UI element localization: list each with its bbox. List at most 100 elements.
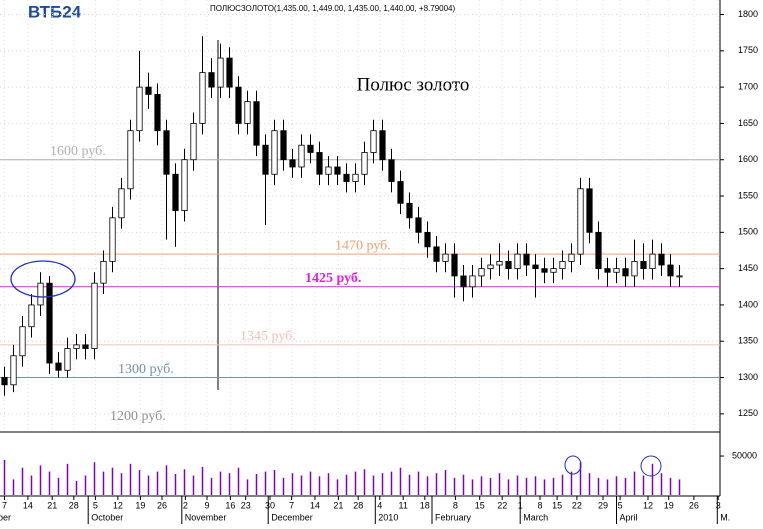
candle-body [514,253,521,270]
candle-body [37,282,44,306]
candle-body [532,264,539,270]
x-tick-label: 11 [399,500,408,510]
y-tick-label: 1800 [738,9,758,19]
y-tick-label: 1650 [738,118,758,128]
y-tick-label: 1750 [738,45,758,55]
y-tick-label: 1500 [738,227,758,237]
x-tick-label: 22 [497,500,507,510]
x-tick-label: 14 [310,500,320,510]
candle-body [577,188,584,255]
candle-body [460,275,467,288]
candle-body [379,130,386,161]
x-tick-label: 29 [598,500,608,510]
candle-body [217,57,224,88]
x-tick-label: 2 [183,500,188,510]
candle-body [100,260,107,284]
candle-body [622,268,629,277]
candle-body [262,144,269,175]
candle-body [253,101,260,146]
candle-body [91,282,98,349]
candle-body [190,123,197,161]
x-tick-label: 28 [69,500,79,510]
candle-body [343,173,350,182]
candle-body [271,130,278,175]
candle-body [199,72,206,124]
candle-body [235,86,242,124]
candle-body [649,253,656,270]
candle-body [631,260,638,277]
y-tick-label: 1350 [738,336,758,346]
level-label: 1200 руб. [110,409,166,424]
candle-body [154,93,161,132]
candle-body [325,166,332,175]
highlight-ellipse [640,455,662,477]
month-label: October [91,512,123,522]
x-tick-label: 18 [420,500,430,510]
candle-body [181,159,188,211]
month-label: March [523,512,548,522]
candle-body [172,173,179,211]
candle-body [307,144,314,153]
y-tick-label: 1550 [738,190,758,200]
candle-body [73,344,80,349]
x-tick-label: 5 [618,500,623,510]
candle-body [298,144,305,168]
candle-body [667,264,674,277]
y-tick-label: 1600 [738,154,758,164]
x-tick-label: 7 [289,500,294,510]
y-tick-label: 1700 [738,82,758,92]
x-tick-label: 7 [2,500,7,510]
x-tick-label: 3 [716,500,721,510]
candle-body [604,268,611,273]
month-label: September [0,512,11,522]
candle-body [586,188,593,233]
x-tick-label: 16 [225,500,235,510]
candle-body [208,72,215,88]
y-tick-label: 1250 [738,408,758,418]
candle-body [19,326,26,357]
candle-body [640,260,647,270]
candle-body [352,173,359,182]
candle-body [10,355,17,386]
candle-body [136,86,143,132]
candle-body [370,130,377,153]
level-label: 1600 руб. [50,144,106,159]
x-tick-label: 8 [537,500,542,510]
candle-body [289,159,296,168]
candle-body [109,217,116,262]
candle-body [523,253,530,266]
annotation: Полюс золото [357,74,470,95]
chart-title: ПОЛЮСЗОЛОТО(1,435.00, 1,449.00, 1,435.00… [210,4,456,13]
candle-body [280,130,287,161]
x-tick-label: 9 [204,500,209,510]
month-label: M. [720,512,730,522]
candle-body [451,253,458,277]
candle-body [469,275,476,288]
month-label: February [435,512,472,522]
candle-body [28,304,35,328]
candle-body [424,231,431,248]
candle-body [64,348,71,371]
candle-body [433,246,440,262]
x-tick-label: 22 [572,500,582,510]
candle-body [316,152,323,175]
highlight-ellipse [564,455,582,475]
candle-body [478,268,485,277]
x-tick-label: 19 [664,500,674,510]
level-label: 1300 руб. [118,362,174,377]
x-tick-label: 21 [47,500,57,510]
candle-body [406,202,413,219]
candle-body [226,57,233,88]
month-label: November [185,512,227,522]
x-tick-label: 8 [453,500,458,510]
x-tick-label: 12 [643,500,653,510]
candle-body [118,188,125,219]
month-label: 2010 [378,512,398,522]
x-tick-label: 30 [265,500,275,510]
y-tick-label: 1450 [738,263,758,273]
candle-body [244,101,251,124]
candle-body [361,152,368,175]
level-label: 1345 руб. [240,329,296,344]
